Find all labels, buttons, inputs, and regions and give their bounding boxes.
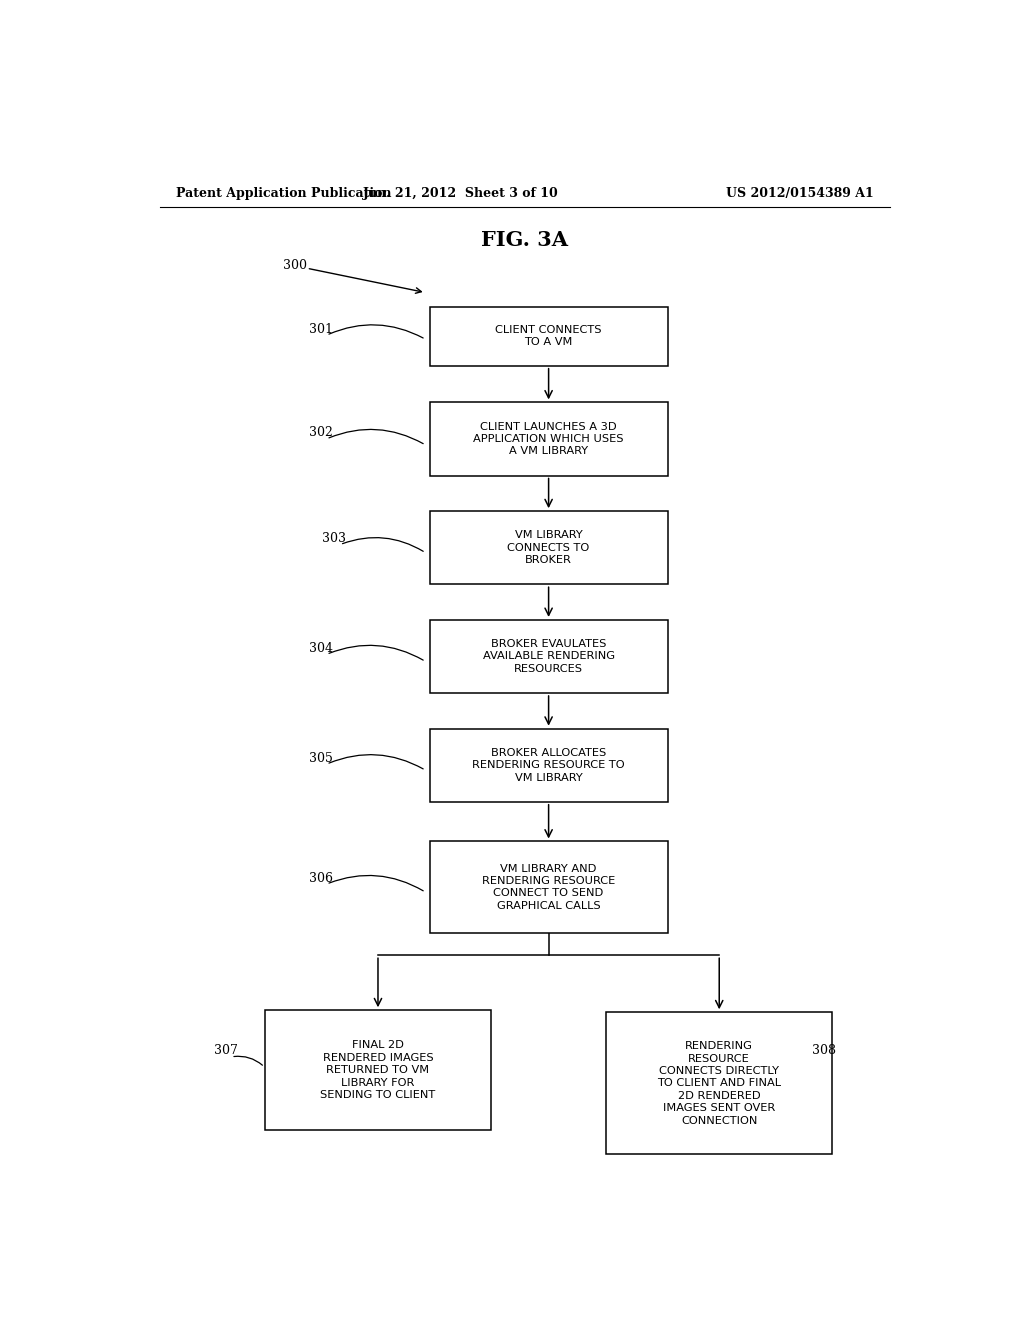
FancyBboxPatch shape	[430, 729, 668, 801]
Text: VM LIBRARY
CONNECTS TO
BROKER: VM LIBRARY CONNECTS TO BROKER	[508, 531, 590, 565]
Text: 308: 308	[812, 1044, 836, 1057]
Text: 306: 306	[309, 871, 333, 884]
FancyBboxPatch shape	[265, 1010, 492, 1130]
FancyArrowPatch shape	[342, 537, 423, 552]
FancyArrowPatch shape	[329, 755, 423, 770]
Text: CLIENT CONNECTS
TO A VM: CLIENT CONNECTS TO A VM	[496, 325, 602, 347]
FancyBboxPatch shape	[430, 620, 668, 693]
Text: 307: 307	[214, 1044, 238, 1057]
Text: 304: 304	[309, 642, 333, 655]
Text: Jun. 21, 2012  Sheet 3 of 10: Jun. 21, 2012 Sheet 3 of 10	[364, 187, 559, 201]
Text: 301: 301	[309, 322, 333, 335]
FancyBboxPatch shape	[430, 306, 668, 366]
Text: 302: 302	[309, 426, 333, 440]
Text: BROKER ALLOCATES
RENDERING RESOURCE TO
VM LIBRARY: BROKER ALLOCATES RENDERING RESOURCE TO V…	[472, 748, 625, 783]
FancyArrowPatch shape	[329, 429, 423, 444]
Text: 305: 305	[309, 751, 333, 764]
Text: BROKER EVAULATES
AVAILABLE RENDERING
RESOURCES: BROKER EVAULATES AVAILABLE RENDERING RES…	[482, 639, 614, 673]
Text: US 2012/0154389 A1: US 2012/0154389 A1	[726, 187, 873, 201]
FancyBboxPatch shape	[606, 1012, 833, 1155]
Text: 303: 303	[323, 532, 346, 545]
FancyBboxPatch shape	[430, 841, 668, 933]
FancyArrowPatch shape	[329, 645, 423, 660]
FancyBboxPatch shape	[430, 403, 668, 475]
Text: FIG. 3A: FIG. 3A	[481, 230, 568, 249]
FancyBboxPatch shape	[430, 511, 668, 585]
FancyArrowPatch shape	[233, 1056, 262, 1065]
FancyArrowPatch shape	[329, 875, 423, 891]
Text: Patent Application Publication: Patent Application Publication	[176, 187, 391, 201]
Text: FINAL 2D
RENDERED IMAGES
RETURNED TO VM
LIBRARY FOR
SENDING TO CLIENT: FINAL 2D RENDERED IMAGES RETURNED TO VM …	[321, 1040, 435, 1100]
Text: VM LIBRARY AND
RENDERING RESOURCE
CONNECT TO SEND
GRAPHICAL CALLS: VM LIBRARY AND RENDERING RESOURCE CONNEC…	[482, 863, 615, 911]
Text: CLIENT LAUNCHES A 3D
APPLICATION WHICH USES
A VM LIBRARY: CLIENT LAUNCHES A 3D APPLICATION WHICH U…	[473, 421, 624, 457]
FancyArrowPatch shape	[329, 325, 423, 338]
Text: 300: 300	[283, 259, 307, 272]
Text: RENDERING
RESOURCE
CONNECTS DIRECTLY
TO CLIENT AND FINAL
2D RENDERED
IMAGES SENT: RENDERING RESOURCE CONNECTS DIRECTLY TO …	[657, 1041, 781, 1126]
